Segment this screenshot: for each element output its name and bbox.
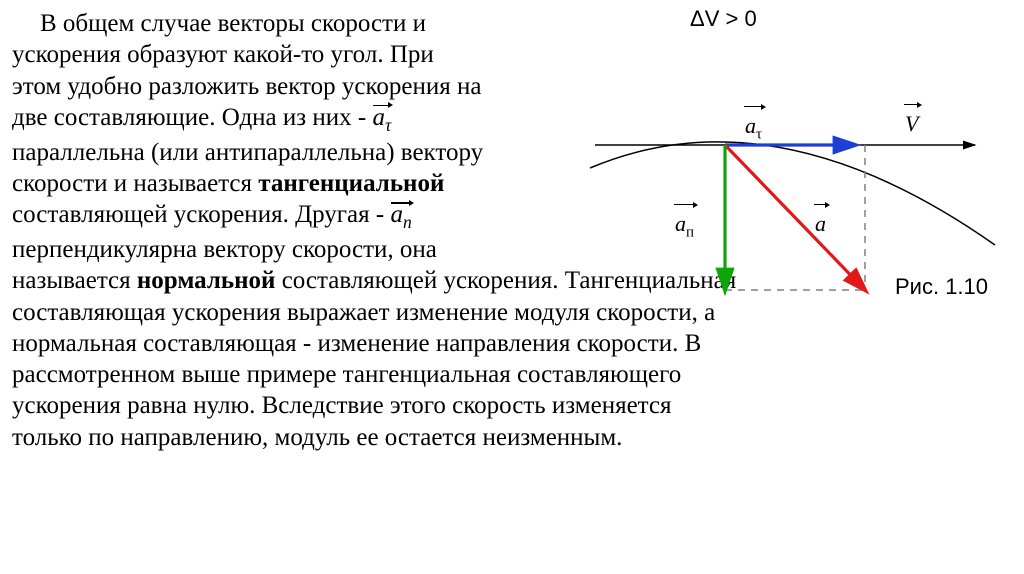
a-n-symbol: an	[390, 199, 411, 234]
line: рассмотренном выше примере тангенциальна…	[12, 361, 681, 388]
line: параллельна (или антипараллельна) вектор…	[12, 139, 483, 166]
a-tau-label: aτ	[745, 112, 762, 144]
bold: тангенциальной	[258, 170, 444, 197]
line: только по направлению, модуль ее остаетс…	[12, 424, 622, 451]
bold: нормальной	[137, 267, 276, 294]
line: ускорения равна нулю. Вследствие этого с…	[12, 392, 672, 419]
figure-svg	[575, 10, 1015, 310]
V-label: V	[905, 110, 918, 138]
delta-v-label: ΔV > 0	[690, 5, 757, 33]
line: этом удобно разложить вектор ускорения н…	[12, 73, 481, 100]
paragraph-1: В общем случае векторы скорости и ускоре…	[12, 8, 567, 265]
line: В общем случае векторы скорости и	[40, 10, 426, 37]
line: две составляющие. Одна из них -	[12, 104, 372, 131]
line: составляющей ускорения. Другая -	[12, 201, 390, 228]
figure-1-10: ΔV > 0	[575, 10, 1015, 310]
a-tau-symbol: aτ	[372, 102, 391, 137]
a-n-label: aп	[675, 210, 694, 242]
line: ускорения образуют какой-то угол. При	[12, 41, 434, 68]
line: называется	[12, 267, 137, 294]
figure-caption: Рис. 1.10	[895, 273, 988, 301]
a-label: a	[815, 210, 826, 238]
line: перпендикулярна вектору скорости, она	[12, 236, 437, 263]
line: скорости и называется	[12, 170, 258, 197]
line: нормальная составляющая - изменение напр…	[12, 330, 701, 357]
